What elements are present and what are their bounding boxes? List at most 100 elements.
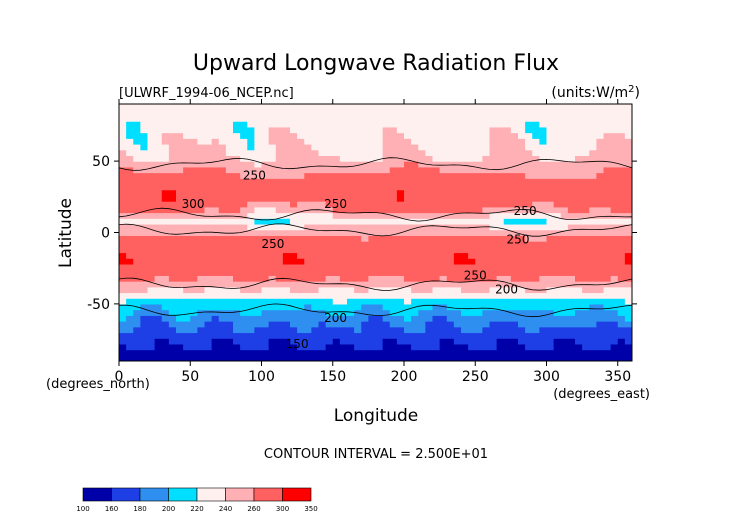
heatmap-cell	[461, 155, 469, 162]
heatmap-cell	[518, 315, 526, 322]
heatmap-cell	[496, 195, 505, 202]
heatmap-cell	[575, 212, 583, 219]
heatmap-cell	[489, 172, 498, 179]
heatmap-cell	[539, 252, 548, 259]
heatmap-cell	[240, 109, 248, 117]
heatmap-cell	[425, 332, 434, 339]
heatmap-cell	[510, 104, 519, 111]
heatmap-cell	[596, 252, 605, 259]
heatmap-cell	[546, 332, 555, 339]
heatmap-cell	[546, 298, 555, 305]
heatmap-cell	[154, 121, 163, 128]
heatmap-cell	[297, 166, 305, 174]
heatmap-cell	[304, 115, 312, 122]
heatmap-cell	[453, 121, 462, 128]
heatmap-cell	[197, 149, 206, 156]
heatmap-cell	[140, 241, 149, 248]
heatmap-cell	[147, 155, 156, 162]
heatmap-cell	[589, 178, 597, 185]
heatmap-cell	[589, 326, 597, 334]
heatmap-cell	[503, 303, 512, 311]
heatmap-cell	[161, 229, 170, 236]
heatmap-cell	[503, 195, 512, 202]
heatmap-cell	[168, 223, 177, 231]
heatmap-cell	[176, 138, 184, 145]
heatmap-cell	[439, 332, 448, 339]
heatmap-cell	[290, 189, 298, 196]
heatmap-cell	[461, 343, 469, 351]
heatmap-cell	[496, 109, 505, 117]
heatmap-cell	[482, 218, 491, 225]
heatmap-cell	[261, 155, 270, 162]
heatmap-cell	[140, 292, 149, 299]
heatmap-cell	[525, 309, 533, 316]
heatmap-cell	[468, 332, 476, 339]
heatmap-cell	[347, 138, 355, 145]
heatmap-cell	[261, 183, 270, 191]
heatmap-cell	[496, 315, 505, 322]
heatmap-cell	[176, 309, 184, 316]
heatmap-cell	[610, 172, 619, 179]
heatmap-cell	[610, 161, 619, 168]
heatmap-cell	[589, 189, 597, 196]
heatmap-cell	[411, 115, 419, 122]
heatmap-cell	[439, 201, 448, 208]
heatmap-cell	[510, 149, 519, 156]
heatmap-cell	[354, 104, 362, 111]
heatmap-cell	[482, 206, 491, 214]
heatmap-cell	[539, 149, 548, 156]
heatmap-cell	[503, 104, 512, 111]
heatmap-cell	[525, 321, 533, 328]
heatmap-cell	[489, 286, 498, 294]
heatmap-cell	[475, 252, 483, 259]
heatmap-cell	[482, 132, 491, 139]
heatmap-cell	[553, 183, 562, 191]
heatmap-cell	[461, 269, 469, 276]
heatmap-cell	[339, 126, 348, 134]
heatmap-cell	[133, 229, 141, 236]
heatmap-cell	[539, 138, 548, 145]
heatmap-cell	[361, 143, 369, 151]
heatmap-cell	[575, 275, 583, 282]
heatmap-cell	[190, 286, 198, 294]
heatmap-cell	[525, 126, 533, 134]
heatmap-cell	[589, 218, 597, 225]
heatmap-cell	[268, 275, 277, 282]
heatmap-cell	[354, 189, 362, 196]
heatmap-cell	[304, 269, 312, 276]
heatmap-cell	[389, 126, 398, 134]
heatmap-cell	[382, 115, 391, 122]
heatmap-cell	[247, 298, 255, 305]
heatmap-cell	[610, 235, 619, 242]
heatmap-cell	[539, 206, 548, 214]
heatmap-cell	[254, 172, 263, 179]
heatmap-cell	[432, 189, 441, 196]
heatmap-cell	[411, 263, 419, 271]
heatmap-cell	[261, 104, 270, 111]
heatmap-cell	[247, 223, 255, 231]
heatmap-cell	[404, 292, 412, 299]
heatmap-cell	[404, 149, 412, 156]
heatmap-cell	[567, 132, 576, 139]
heatmap-cell	[311, 121, 320, 128]
heatmap-cell	[304, 201, 312, 208]
heatmap-cell	[133, 206, 141, 214]
heatmap-cell	[268, 241, 277, 248]
heatmap-cell	[446, 104, 455, 111]
heatmap-cell	[418, 132, 426, 139]
heatmap-cell	[475, 149, 483, 156]
heatmap-cell	[211, 143, 220, 151]
heatmap-cell	[575, 161, 583, 168]
heatmap-cell	[268, 309, 277, 316]
heatmap-cell	[582, 201, 590, 208]
heatmap-cell	[496, 161, 505, 168]
heatmap-cell	[297, 263, 305, 271]
heatmap-cell	[275, 161, 284, 168]
heatmap-cell	[432, 212, 441, 219]
heatmap-cell	[240, 298, 248, 305]
heatmap-cell	[596, 246, 605, 254]
heatmap-cell	[325, 252, 334, 259]
heatmap-cell	[168, 286, 177, 294]
heatmap-cell	[190, 149, 198, 156]
